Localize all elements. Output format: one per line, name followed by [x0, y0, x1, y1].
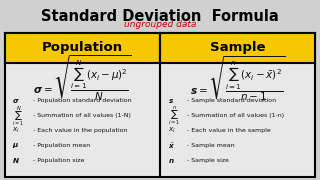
Text: ungrouped data: ungrouped data: [124, 20, 196, 29]
Text: $\boldsymbol{x_i}$: $\boldsymbol{x_i}$: [12, 126, 20, 135]
Text: - Sample mean: - Sample mean: [187, 143, 235, 148]
Text: - Summation of all values (1-n): - Summation of all values (1-n): [187, 113, 284, 118]
Text: $\bar{\boldsymbol{x}}$: $\bar{\boldsymbol{x}}$: [168, 141, 175, 150]
Text: Standard Deviation  Formula: Standard Deviation Formula: [41, 9, 279, 24]
Text: $\boldsymbol{x_i}$: $\boldsymbol{x_i}$: [168, 126, 176, 135]
Text: $\boldsymbol{\sigma}$: $\boldsymbol{\sigma}$: [12, 97, 20, 105]
Text: - Each value in the population: - Each value in the population: [33, 128, 128, 133]
FancyBboxPatch shape: [160, 33, 316, 62]
Text: $\boldsymbol{s}$: $\boldsymbol{s}$: [168, 97, 174, 105]
Text: - Population size: - Population size: [33, 158, 84, 163]
Text: - Population mean: - Population mean: [33, 143, 90, 148]
Text: $\boldsymbol{\mu}$: $\boldsymbol{\mu}$: [12, 141, 20, 150]
Text: - Sample standard deviation: - Sample standard deviation: [187, 98, 276, 103]
Text: $\boldsymbol{n}$: $\boldsymbol{n}$: [168, 157, 175, 165]
Text: - Summation of all values (1-N): - Summation of all values (1-N): [33, 113, 131, 118]
FancyBboxPatch shape: [4, 33, 316, 177]
Text: Sample: Sample: [210, 41, 266, 54]
FancyBboxPatch shape: [4, 33, 160, 62]
Text: Population: Population: [42, 41, 123, 54]
Text: - Population standard deviation: - Population standard deviation: [33, 98, 132, 103]
Text: $\sum_{i=1}^{n}$: $\sum_{i=1}^{n}$: [168, 105, 180, 127]
Text: $\boldsymbol{s} = \sqrt{\dfrac{\sum_{i=1}^{n}(x_i-\bar{x})^2}{n-1}}$: $\boldsymbol{s} = \sqrt{\dfrac{\sum_{i=1…: [190, 54, 285, 103]
Text: $\boldsymbol{\sigma} = \sqrt{\dfrac{\sum_{i=1}^{N}(x_i-\mu)^2}{N}}$: $\boldsymbol{\sigma} = \sqrt{\dfrac{\sum…: [33, 54, 132, 103]
Text: $\sum_{i=1}^{N}$: $\sum_{i=1}^{N}$: [12, 104, 25, 128]
Text: - Each value in the sample: - Each value in the sample: [187, 128, 271, 133]
Text: $\boldsymbol{N}$: $\boldsymbol{N}$: [12, 156, 20, 165]
Text: - Sample size: - Sample size: [187, 158, 229, 163]
